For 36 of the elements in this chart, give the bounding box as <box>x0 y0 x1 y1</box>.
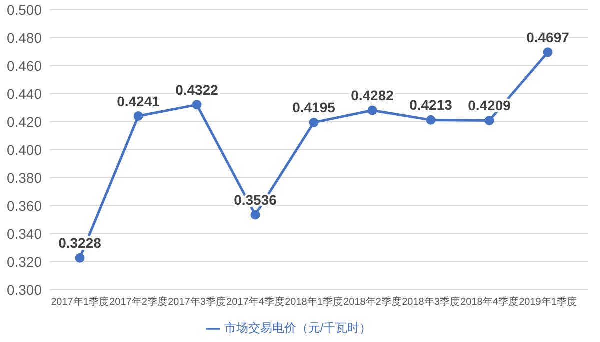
data-label: 0.4322 <box>176 82 219 98</box>
data-label: 0.4282 <box>351 88 394 104</box>
point <box>75 253 85 263</box>
data-label: 0.4195 <box>292 100 336 116</box>
x-tick-label: 2017年4季度 <box>226 296 284 308</box>
point <box>309 118 319 128</box>
y-tick-label: 0.380 <box>6 170 42 186</box>
x-tick-label: 2018年4季度 <box>460 296 518 308</box>
point <box>368 106 378 116</box>
y-tick-label: 0.360 <box>6 198 42 214</box>
y-tick-label: 0.320 <box>6 254 42 270</box>
point <box>543 48 553 58</box>
y-tick-label: 0.480 <box>6 30 42 46</box>
y-tick-label: 0.400 <box>6 142 42 158</box>
x-tick-label: 2017年1季度 <box>51 296 109 308</box>
data-label: 0.4241 <box>117 93 160 110</box>
y-tick-label: 0.460 <box>6 58 42 74</box>
x-tick-label: 2019年1季度 <box>519 296 577 308</box>
x-tick-label: 2017年3季度 <box>168 296 226 308</box>
legend-label: 市场交易电价（元/千瓦时） <box>224 321 372 335</box>
point <box>192 100 202 110</box>
point <box>426 115 436 125</box>
point <box>484 116 494 126</box>
y-tick-label: 0.440 <box>6 86 42 102</box>
x-tick-label: 2018年3季度 <box>402 296 460 308</box>
data-label: 0.4697 <box>526 29 570 46</box>
x-tick-label: 2018年1季度 <box>285 296 343 308</box>
x-tick-label: 2017年2季度 <box>110 296 168 308</box>
y-tick-label: 0.300 <box>6 282 42 298</box>
y-tick-label: 0.500 <box>6 2 42 18</box>
data-label: 0.4213 <box>410 97 453 114</box>
point <box>134 112 144 122</box>
y-tick-label: 0.420 <box>6 114 42 130</box>
x-tick-label: 2018年2季度 <box>344 296 402 308</box>
point <box>250 210 260 220</box>
y-tick-label: 0.340 <box>6 226 42 242</box>
